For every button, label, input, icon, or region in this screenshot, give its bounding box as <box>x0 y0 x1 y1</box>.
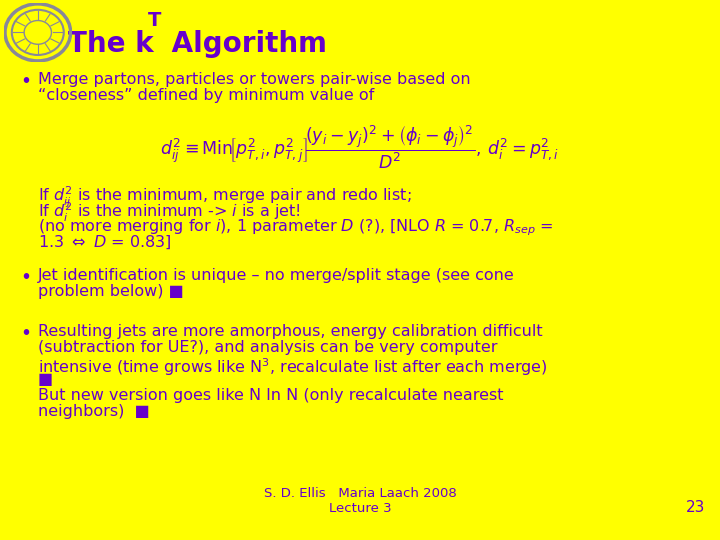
Text: If $d^2_i$ is the minimum -> $i$ is a jet!: If $d^2_i$ is the minimum -> $i$ is a je… <box>38 201 301 225</box>
Text: (subtraction for UE?), and analysis can be very computer: (subtraction for UE?), and analysis can … <box>38 340 498 355</box>
Text: S. D. Ellis   Maria Laach 2008
Lecture 3: S. D. Ellis Maria Laach 2008 Lecture 3 <box>264 487 456 515</box>
Text: Resulting jets are more amorphous, energy calibration difficult: Resulting jets are more amorphous, energ… <box>38 325 543 340</box>
Text: T: T <box>148 11 161 30</box>
Text: 23: 23 <box>685 500 705 515</box>
Text: $d^2_{ij} \equiv \mathrm{Min}\!\left[p^2_{T,i}, p^2_{T,j}\right]\!\dfrac{\left(y: $d^2_{ij} \equiv \mathrm{Min}\!\left[p^2… <box>161 123 559 171</box>
Text: (no more merging for $i$), 1 parameter $D$ (?), [NLO $R$ = 0.7, $R_{sep}$ =: (no more merging for $i$), 1 parameter $… <box>38 217 554 238</box>
Text: ■: ■ <box>38 373 53 387</box>
Text: “closeness” defined by minimum value of: “closeness” defined by minimum value of <box>38 88 374 103</box>
Text: If $d^2_{ij}$ is the minimum, merge pair and redo list;: If $d^2_{ij}$ is the minimum, merge pair… <box>38 185 412 210</box>
Text: 1.3 $\Leftrightarrow$ $D$ = 0.83]: 1.3 $\Leftrightarrow$ $D$ = 0.83] <box>38 233 171 251</box>
Text: Algorithm: Algorithm <box>162 30 327 58</box>
Text: problem below) ■: problem below) ■ <box>38 285 184 299</box>
Text: But new version goes like N ln N (only recalculate nearest: But new version goes like N ln N (only r… <box>38 388 503 403</box>
Text: neighbors)  ■: neighbors) ■ <box>38 404 150 420</box>
Text: The k: The k <box>68 30 153 58</box>
Text: •: • <box>20 72 31 91</box>
Text: •: • <box>20 268 31 287</box>
Text: •: • <box>20 325 31 343</box>
Text: Jet identification is unique – no merge/split stage (see cone: Jet identification is unique – no merge/… <box>38 268 515 284</box>
Text: Merge partons, particles or towers pair-wise based on: Merge partons, particles or towers pair-… <box>38 72 471 87</box>
Text: intensive (time grows like N$^3$, recalculate list after each merge): intensive (time grows like N$^3$, recalc… <box>38 356 548 378</box>
